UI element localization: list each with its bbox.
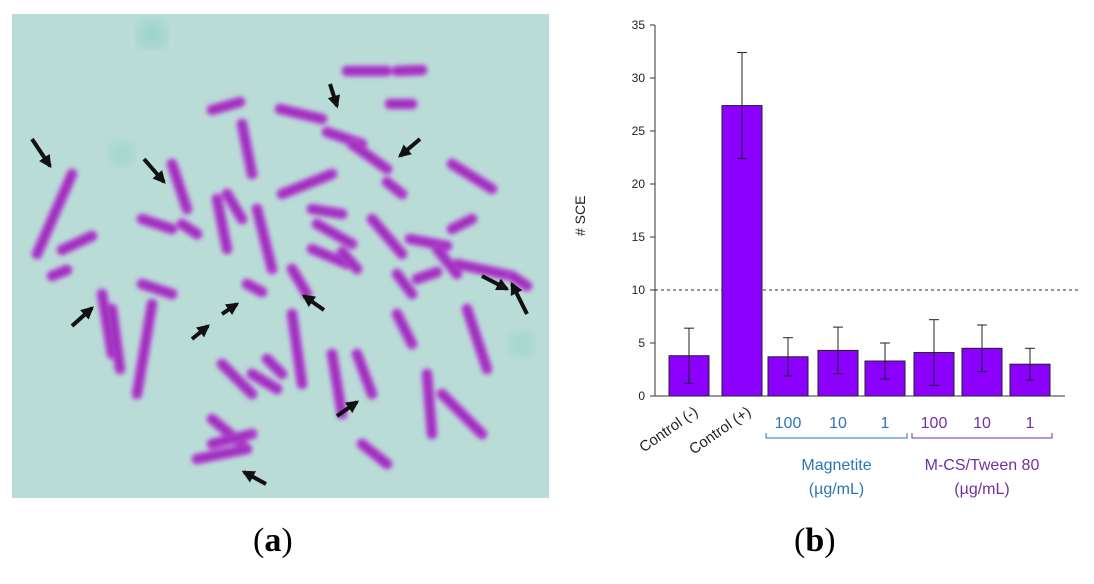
chromatid-stripe (455, 262, 514, 278)
chromatid-stripe (35, 172, 74, 256)
arrow-icon (30, 137, 52, 169)
chromatid-stripe (450, 162, 494, 191)
chromatid-stripe (250, 372, 279, 391)
group-unit-label: (µg/mL) (809, 481, 864, 498)
group-unit-label: (µg/mL) (954, 481, 1009, 498)
group-bracket (765, 433, 908, 439)
chromatid-stripe (255, 207, 274, 271)
chromatid-stripe (215, 197, 229, 251)
chromatid-stripe (355, 352, 374, 396)
chromatid-stripe (170, 162, 189, 211)
chromatid-stripe (315, 222, 354, 246)
chromatid-stripe (415, 270, 439, 281)
chromatid-stripe (195, 447, 249, 461)
arrow-icon (481, 274, 510, 291)
micrograph-image (12, 14, 549, 498)
chromatid-stripe (340, 250, 359, 271)
chromatid-stripe (395, 68, 424, 73)
chromatid-stripe (465, 307, 489, 371)
arrow-icon (190, 324, 210, 341)
chromatid-stripe (225, 192, 244, 221)
panel-label-a: (a) (253, 522, 293, 559)
x-tick-label: 100 (921, 415, 948, 432)
chromatid-stripe (310, 207, 344, 216)
chromatid-stripe (360, 442, 389, 466)
chromatid-stripe (440, 392, 484, 436)
chromatid-stripe (395, 312, 414, 346)
chromatid-stripe (245, 282, 264, 294)
chromatid-stripe (220, 362, 254, 396)
y-tick-label: 0 (638, 389, 645, 403)
chromatid-stripe (370, 217, 404, 256)
chromatid-stripe (140, 217, 174, 231)
chromatid-stripe (310, 247, 349, 266)
chromatid-stripe (510, 274, 529, 288)
arrow-icon (335, 400, 360, 418)
chromatid-stripe (425, 372, 434, 436)
chromatid-stripe (408, 237, 449, 248)
x-tick-label: 100 (775, 415, 802, 432)
y-tick-label: 20 (632, 177, 646, 191)
y-tick-label: 5 (638, 336, 645, 350)
arrow-icon (327, 83, 340, 109)
chromatid-stripe (278, 107, 324, 121)
chromatid-stripe (210, 432, 254, 446)
group-bracket (911, 433, 1053, 439)
panel-label-b: (b) (794, 522, 836, 559)
chromatid-stripe (110, 307, 122, 371)
chromatid-stripe (280, 172, 334, 196)
chromatid-stripe (395, 272, 414, 296)
metaphase-micrograph (12, 14, 549, 498)
y-tick-label: 15 (632, 230, 646, 244)
chromatid-stripe (450, 217, 474, 231)
chromatid-stripe (290, 267, 309, 296)
chromatid-stripe (330, 352, 344, 416)
chromatid-stripe (265, 357, 284, 376)
chromatid-stripe (435, 247, 459, 276)
arrow-icon (301, 294, 326, 312)
arrow-icon (241, 470, 267, 486)
chromatid-stripe (135, 302, 154, 396)
chromatid-stripe (210, 100, 242, 112)
arrow-icon (510, 281, 529, 315)
chromatid-stripe (290, 312, 304, 386)
arrow-icon (398, 137, 422, 158)
arrow-icon (220, 302, 240, 316)
sce-bar-chart: 0 5 10 15 20 25 30 35 # SCE Control (-) Control (… (560, 0, 1094, 579)
chromatid-stripe (180, 222, 199, 236)
chromatid-stripe (100, 292, 114, 356)
group-label: M-CS/Tween 80 (925, 457, 1040, 474)
x-tick-label: 1 (881, 415, 890, 432)
chromatid-stripe (385, 180, 404, 196)
y-tick-label: 10 (632, 283, 646, 297)
chromatid-stripe (60, 234, 94, 252)
chromatid-stripe (140, 282, 174, 296)
x-tick-label: 1 (1026, 415, 1035, 432)
y-axis-label: # SCE (572, 196, 588, 236)
arrow-icon (142, 157, 166, 184)
group-label: Magnetite (801, 457, 871, 474)
arrow-icon (70, 306, 94, 328)
chromatid-stripe (50, 268, 69, 278)
chromatid-stripe (350, 142, 389, 171)
x-tick-label: 10 (973, 415, 991, 432)
y-tick-label: 30 (632, 71, 646, 85)
y-tick-label: 25 (632, 124, 646, 138)
y-tick-label: 35 (632, 18, 646, 32)
chromatid-stripe (240, 122, 254, 176)
x-tick-label: 10 (829, 415, 847, 432)
